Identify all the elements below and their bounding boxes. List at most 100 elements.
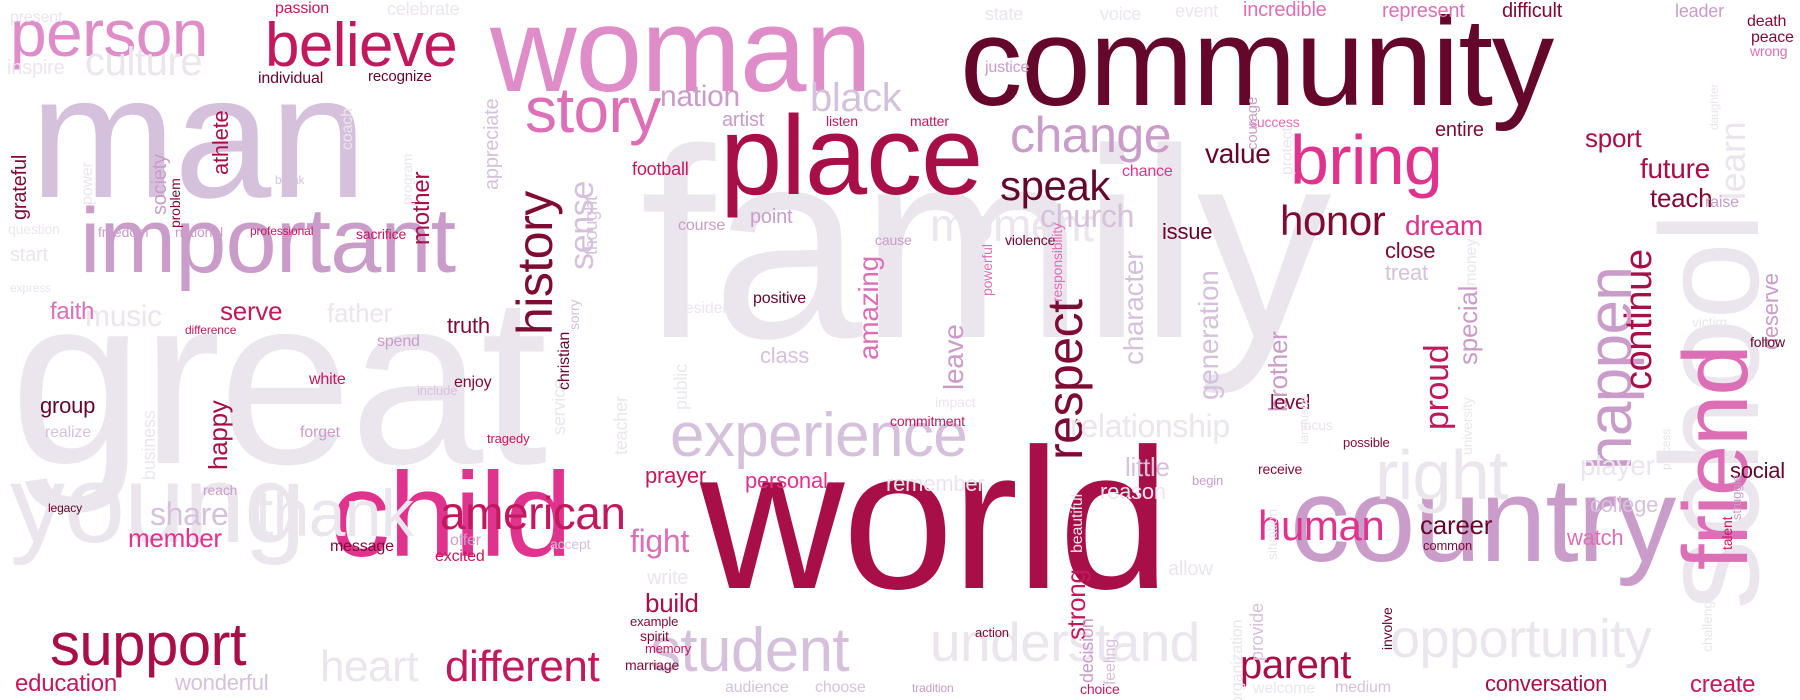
word-different: different [445, 642, 600, 691]
word-student: student [650, 616, 850, 685]
word-example: example [630, 614, 679, 629]
word-history: history [507, 191, 563, 335]
word-violence: violence [1005, 232, 1056, 248]
word-bring: bring [1290, 121, 1443, 199]
word-situation: situation [1264, 509, 1280, 560]
word-man: man [30, 40, 367, 235]
word-daughter: daughter [1707, 83, 1721, 130]
word-career: career [1420, 510, 1493, 540]
word-language: language [1297, 395, 1311, 444]
word-offer: offer [450, 532, 481, 549]
word-share: share [150, 496, 229, 532]
word-powerful: powerful [979, 244, 995, 296]
word-break: break [275, 173, 305, 187]
word-sport: sport [1585, 123, 1642, 153]
word-understand: understand [930, 611, 1200, 673]
word-great: great [10, 246, 547, 514]
word-class: class [760, 343, 810, 368]
word-tradition: tradition [912, 681, 954, 695]
word-possible: possible [1343, 435, 1390, 450]
word-forget: forget [300, 424, 340, 441]
word-speak: speak [1000, 162, 1110, 209]
word-memory: memory [645, 641, 692, 656]
word-start: start [10, 244, 48, 266]
word-express: express [10, 281, 52, 295]
word-prayer: prayer [645, 463, 707, 488]
word-courage: courage [1244, 96, 1261, 150]
word-death: death [1747, 13, 1787, 30]
word-story: story [525, 74, 661, 146]
word-conversation: conversation [1485, 671, 1608, 696]
word-future: future [1640, 153, 1710, 184]
word-sacrifice: sacrifice [356, 226, 407, 242]
word-celebrate: celebrate [387, 0, 460, 19]
word-audience: audience [725, 679, 789, 696]
word-support: support [50, 611, 247, 678]
word-president: president [671, 300, 736, 317]
word-raise: raise [1705, 194, 1739, 211]
word-message: message [330, 538, 394, 555]
word-accept: accept [550, 536, 591, 552]
word-member: member [128, 523, 222, 553]
word-begin: begin [1192, 473, 1224, 488]
word-challenge: challenge [1699, 593, 1715, 652]
word-write: write [647, 567, 689, 589]
word-legacy: legacy [48, 501, 82, 515]
word-appreciate: appreciate [481, 98, 503, 190]
word-treat: treat [1385, 260, 1428, 285]
word-change: change [1010, 107, 1172, 163]
word-opportunity: opportunity [1390, 609, 1652, 669]
word-thought: thought [581, 196, 601, 255]
word-generation: generation [1193, 270, 1224, 400]
word-personal: personal [745, 468, 828, 493]
word-education: education [15, 670, 117, 697]
word-struggle: struggle [1729, 474, 1744, 520]
word-culture: culture [85, 40, 203, 84]
word-thank: thank [255, 476, 414, 550]
word-state: state [985, 4, 1024, 24]
word-money: money [1463, 238, 1480, 286]
word-passion: passion [275, 0, 330, 17]
word-family: family [640, 94, 1332, 395]
word-university: university [1459, 397, 1475, 455]
word-issue: issue [1162, 219, 1213, 244]
word-important: important [80, 190, 456, 292]
word-person: person [10, 0, 209, 70]
word-teacher: teacher [611, 396, 631, 455]
word-impact: impact [935, 394, 976, 410]
word-college: college [1590, 492, 1659, 517]
word-group: group [40, 393, 96, 418]
word-represent: represent [1382, 0, 1465, 22]
word-action: action [975, 625, 1009, 640]
word-truth: truth [447, 313, 490, 338]
word-special: special [1453, 285, 1483, 365]
word-involve: involve [1379, 607, 1395, 650]
word-social: social [1730, 458, 1785, 483]
word-follow: follow [1750, 334, 1785, 350]
word-tragedy: tragedy [487, 431, 530, 446]
word-provide: provide [1247, 603, 1267, 661]
word-place: place [720, 93, 983, 218]
word-process: process [1659, 428, 1673, 470]
word-amazing: amazing [853, 256, 884, 360]
word-wrong: wrong [1750, 43, 1788, 59]
word-individual: individual [258, 70, 324, 87]
word-community: community [960, 0, 1554, 132]
word-football: football [632, 159, 689, 179]
word-proud: proud [1418, 344, 1456, 430]
word-responsibility: responsibility [1049, 223, 1065, 302]
word-sorry: sorry [566, 299, 582, 330]
word-chance: chance [1122, 163, 1173, 180]
word-organization: organization [1229, 619, 1246, 700]
word-realize: realize [45, 424, 92, 441]
word-moment: moment [930, 199, 1094, 251]
word-talent: talent [1719, 516, 1735, 550]
word-listen: listen [826, 113, 858, 129]
word-power: power [79, 162, 96, 205]
word-american: american [440, 487, 626, 539]
word-feeling: feeling [1102, 638, 1119, 685]
word-beautiful: beautiful [1069, 493, 1086, 553]
word-peace: peace [1751, 29, 1794, 46]
word-business: business [139, 410, 159, 480]
